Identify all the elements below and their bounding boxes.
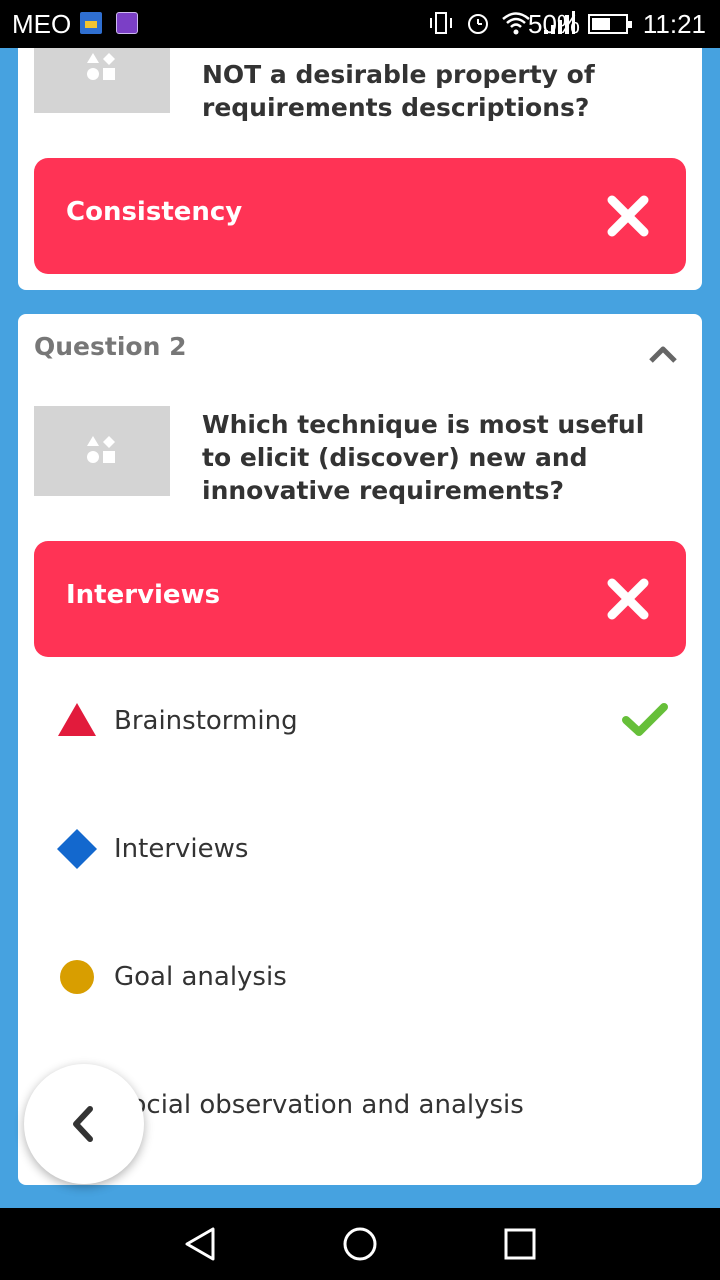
status-bar: MEO 50% 11:21 bbox=[0, 0, 720, 48]
shapes-icon bbox=[87, 436, 115, 463]
check-icon bbox=[622, 703, 668, 736]
question-2-header: Question 2 bbox=[34, 332, 187, 361]
option-label: Interviews bbox=[114, 834, 249, 864]
carrier-label: MEO bbox=[12, 9, 72, 39]
triangle-icon bbox=[58, 703, 96, 736]
option-interviews: Interviews bbox=[18, 798, 702, 898]
battery-percent: 50% bbox=[528, 9, 581, 39]
chevron-left-icon bbox=[73, 1106, 93, 1142]
option-brainstorming: Brainstorming bbox=[18, 670, 702, 770]
option-label: Social observation and analysis bbox=[114, 1090, 524, 1120]
home-nav-icon[interactable] bbox=[342, 1226, 378, 1262]
gallery-notification-icon bbox=[116, 12, 138, 34]
option-label: Goal analysis bbox=[114, 962, 287, 992]
wrong-icon bbox=[607, 195, 649, 237]
back-nav-icon[interactable] bbox=[182, 1226, 218, 1262]
vibrate-icon bbox=[429, 12, 452, 34]
question-2-text: Which technique is most useful to elicit… bbox=[202, 410, 645, 505]
clock: 11:21 bbox=[642, 9, 706, 39]
option-goal-analysis: Goal analysis bbox=[18, 926, 702, 1026]
alarm-icon bbox=[467, 14, 488, 34]
app-notification-icon bbox=[80, 12, 102, 34]
system-icons bbox=[428, 10, 576, 43]
back-button[interactable] bbox=[24, 1064, 144, 1184]
collapse-chevron-icon[interactable] bbox=[648, 344, 678, 364]
question-card-2: Question 2 Which technique is most usefu… bbox=[18, 314, 702, 1185]
question-2-answer: Interviews bbox=[34, 541, 686, 657]
navigation-bar bbox=[0, 1208, 720, 1280]
diamond-icon bbox=[57, 829, 97, 869]
shapes-icon bbox=[87, 53, 115, 80]
question-1-answer: Consistency bbox=[34, 158, 686, 274]
wrong-icon bbox=[607, 578, 649, 620]
answer-label: Interviews bbox=[66, 580, 221, 610]
recents-nav-icon[interactable] bbox=[502, 1226, 538, 1262]
circle-icon bbox=[60, 960, 94, 994]
battery-icon bbox=[588, 14, 632, 34]
wifi-icon bbox=[502, 12, 531, 35]
option-label: Brainstorming bbox=[114, 706, 298, 736]
question-1-text: NOT a desirable property of requirements… bbox=[202, 60, 595, 122]
answer-label: Consistency bbox=[66, 197, 243, 227]
question-card-1: Which of the following is NOT a desirabl… bbox=[18, 6, 702, 290]
question-image-placeholder bbox=[34, 406, 170, 496]
signal-icon bbox=[544, 11, 575, 34]
